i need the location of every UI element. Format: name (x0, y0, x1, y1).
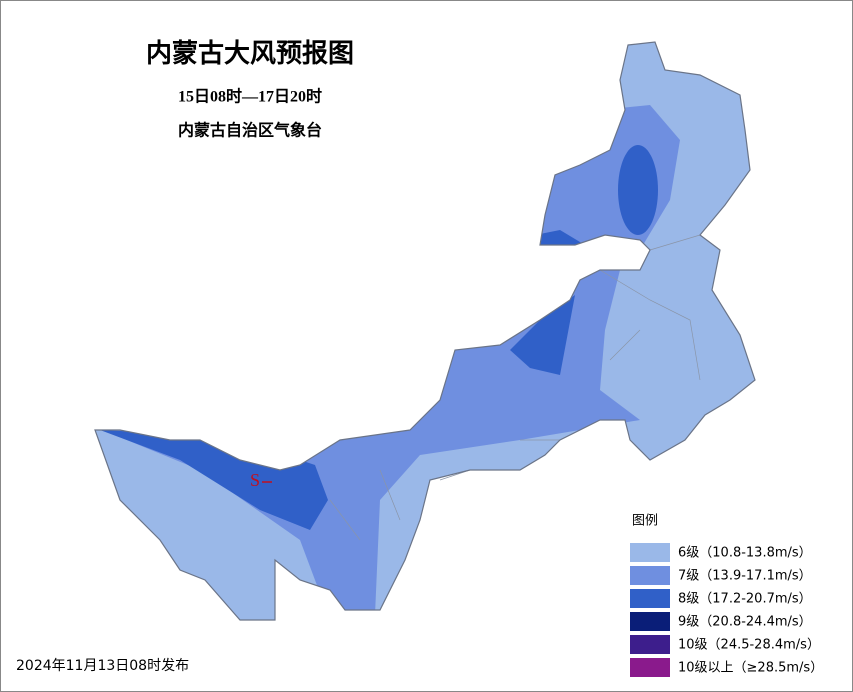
legend-label: 10级（24.5-28.4m/s） (678, 638, 820, 653)
legend-label: 7级（13.9-17.1m/s） (678, 569, 812, 584)
map-title: 内蒙古大风预报图 (146, 38, 354, 68)
legend-label: 10级以上（≥28.5m/s） (678, 661, 823, 676)
legend-swatch (630, 566, 670, 585)
legend-swatch (630, 635, 670, 654)
legend-label: 8级（17.2-20.7m/s） (678, 592, 812, 607)
legend-swatch (630, 612, 670, 631)
map-subtitle: 15日08时—17日20时 (178, 88, 322, 106)
legend: 图例 6级（10.8-13.8m/s） 7级（13.9-17.1m/s） 8级（17… (630, 514, 823, 677)
legend-swatch (630, 589, 670, 608)
legend-swatch (630, 658, 670, 677)
issuer: 内蒙古自治区气象台 (178, 121, 322, 140)
legend-swatch (630, 543, 670, 562)
boundaries (329, 234, 701, 541)
station-marker: S (250, 470, 260, 490)
issue-date: 2024年11月13日08时发布 (16, 658, 189, 674)
legend-title: 图例 (632, 514, 658, 529)
legend-label: 9级（20.8-24.4m/s） (678, 615, 812, 630)
legend-label: 6级（10.8-13.8m/s） (678, 546, 812, 561)
